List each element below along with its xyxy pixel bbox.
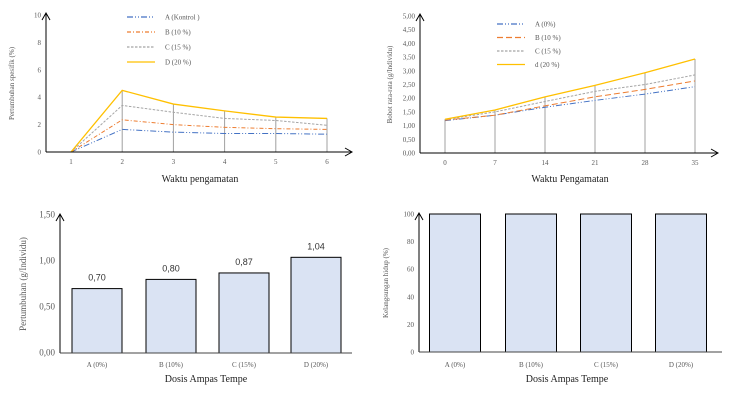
y-tick-label: 1,00: [39, 256, 55, 266]
y-tick-label: 100: [404, 211, 415, 219]
y-axis-arrow: [415, 12, 425, 22]
x-axis-arrow: [344, 147, 354, 157]
x-axis-label: Waktu pengamatan: [162, 174, 239, 185]
legend-label: C (15 %): [535, 48, 561, 56]
y-axis-arrow: [41, 11, 51, 21]
y-axis-label: Pertumbuhan (g/Individu): [18, 237, 28, 331]
x-axis-arrow: [710, 148, 720, 158]
y-axis-label: Bobot rata-rata (g/Individu): [386, 45, 394, 123]
series-line-1: [444, 86, 696, 122]
x-tick-label: 0: [443, 159, 447, 167]
chart-4: 0 20 40 60 80 100 Kelangsungan hidup (%) Dosis …: [382, 211, 722, 385]
x-tick-label: 4: [223, 158, 227, 166]
x-tick-label: C (15%): [232, 361, 257, 369]
x-tick-label: 21: [592, 159, 600, 167]
x-tick-label: B (10%): [159, 361, 184, 369]
series-line-3: [444, 74, 696, 121]
legend-label: B (10 %): [165, 29, 191, 37]
bar: [655, 213, 707, 353]
y-tick-label: 2: [38, 121, 42, 129]
x-tick-label: B (10%): [519, 361, 544, 369]
data-label: 0,87: [235, 257, 253, 267]
y-tick-label: 80: [407, 238, 415, 246]
x-tick-label: A (0%): [445, 361, 466, 369]
x-tick-label: 3: [172, 158, 176, 166]
y-tick-label: 6: [38, 66, 42, 74]
x-tick-label: 7: [493, 159, 497, 167]
y-tick-label: 1,50: [403, 108, 416, 116]
bar: [218, 272, 270, 354]
y-tick-label: 0: [411, 349, 415, 357]
legend-label: B (10 %): [535, 34, 561, 42]
series-line-3: [70, 104, 328, 153]
y-tick-label: 0,00: [403, 150, 416, 158]
y-tick-label: 60: [407, 266, 415, 274]
y-tick-label: 40: [407, 293, 415, 301]
y-tick-label: 8: [38, 39, 42, 47]
y-tick-label: 0,50: [403, 136, 416, 144]
x-tick-label: D (20%): [669, 361, 694, 369]
x-tick-label: 6: [325, 158, 329, 166]
series-line-4: [70, 89, 328, 153]
x-tick-label: C (15%): [594, 361, 619, 369]
y-tick-label: 0,50: [39, 302, 55, 312]
bar: [429, 213, 481, 353]
y-axis-arrow: [55, 212, 65, 222]
data-label: 1,04: [307, 241, 325, 251]
bar: [290, 256, 342, 354]
x-axis-label: Dosis Ampas Tempe: [526, 374, 609, 385]
legend-label: A (Kontrol ): [165, 14, 200, 22]
y-tick-label: 4,50: [403, 26, 416, 34]
x-tick-label: 28: [642, 159, 650, 167]
series-line-1: [70, 128, 328, 153]
bar: [71, 288, 123, 354]
y-tick-label: 4: [38, 94, 42, 102]
chart-2: 0,00 0,50 1,00 1,50 2,00 2,50 3,00 3,50 4,00 4,50…: [386, 12, 720, 185]
legend-label: D (20 %): [165, 59, 192, 67]
bar: [580, 213, 632, 353]
bar: [145, 278, 197, 354]
y-tick-label: 1,00: [403, 122, 416, 130]
series-line-2: [444, 80, 696, 121]
series-line-2: [70, 119, 328, 153]
chart-3: 0,00 0,50 1,00 1,50 Pertumbuhan (g/Individu)…: [18, 210, 352, 385]
y-tick-label: 1,50: [39, 210, 55, 220]
data-label: 0,80: [162, 263, 180, 273]
y-tick-label: 3,00: [403, 67, 416, 75]
x-tick-label: 14: [542, 159, 550, 167]
y-tick-label: 10: [34, 12, 42, 20]
chart-1: 0 2 4 6 8 10 Pertumbuhan spesifik (%) Waktu pen…: [8, 11, 354, 185]
x-tick-label: 5: [274, 158, 278, 166]
x-tick-label: 35: [692, 159, 700, 167]
x-tick-label: A (0%): [87, 361, 108, 369]
legend-label: A (0%): [535, 21, 556, 29]
y-axis-label: Kelangsungan hidup (%): [382, 247, 390, 318]
series-line-4: [444, 58, 696, 120]
y-tick-label: 4,00: [403, 40, 416, 48]
x-tick-label: 2: [120, 158, 124, 166]
y-axis-arrow: [414, 211, 424, 221]
y-tick-label: 20: [407, 321, 415, 329]
x-axis-label: Dosis Ampas Tempe: [165, 374, 248, 385]
y-tick-label: 5,00: [403, 13, 416, 21]
y-tick-label: 2,00: [403, 95, 416, 103]
x-tick-label: 1: [69, 158, 73, 166]
y-tick-label: 3,50: [403, 54, 416, 62]
bar: [505, 213, 557, 353]
legend-label: d (20 %): [535, 61, 560, 69]
legend-label: C (15 %): [165, 44, 191, 52]
y-tick-label: 2,50: [403, 81, 416, 89]
y-axis-label: Pertumbuhan spesifik (%): [8, 46, 16, 120]
x-axis-label: Waktu Pengamatan: [531, 174, 608, 185]
data-label: 0,70: [88, 273, 106, 283]
x-tick-label: D (20%): [304, 361, 329, 369]
y-tick-label: 0,00: [39, 348, 55, 358]
y-tick-label: 0: [38, 149, 42, 157]
